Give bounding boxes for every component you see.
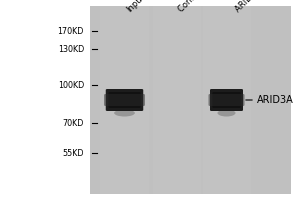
Text: 55KD: 55KD [62,148,84,158]
FancyBboxPatch shape [106,89,143,111]
Text: 70KD: 70KD [63,118,84,128]
Text: ARID3A antibody: ARID3A antibody [234,0,291,14]
Text: 130KD: 130KD [58,45,84,53]
Text: ARID3A: ARID3A [256,95,293,105]
FancyBboxPatch shape [208,94,244,106]
Bar [202,6,250,194]
Text: Input: Input [124,0,146,14]
Ellipse shape [114,110,135,116]
Text: 170KD: 170KD [58,26,84,36]
Text: Control IgG: Control IgG [177,0,217,14]
Text: 100KD: 100KD [58,81,84,90]
Ellipse shape [218,110,236,116]
FancyBboxPatch shape [108,92,141,108]
Bar [100,6,148,194]
FancyBboxPatch shape [104,94,145,106]
Bar [153,6,201,194]
FancyBboxPatch shape [212,92,241,108]
FancyBboxPatch shape [210,89,243,111]
Bar [90,6,291,194]
